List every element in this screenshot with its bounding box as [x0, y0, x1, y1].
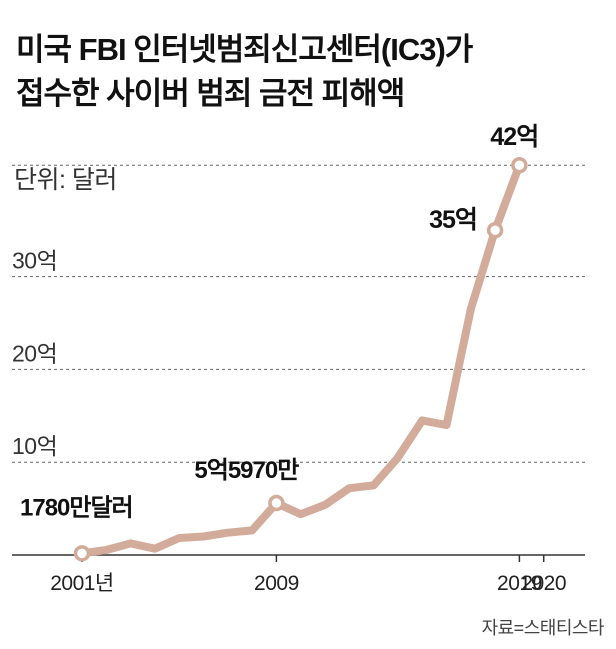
series-line — [78, 161, 524, 558]
data-point-marker — [511, 156, 528, 174]
x-tick-label: 2019 — [497, 572, 542, 595]
x-tick-label: 2020 — [521, 572, 566, 595]
chart-title-line1: 미국 FBI 인터넷범죄신고센터(IC3)가 — [16, 32, 474, 67]
data-markers — [73, 156, 528, 562]
chart-title-line2: 접수한 사이버 범죄 금전 피해액 — [16, 76, 404, 111]
data-point-marker — [73, 545, 91, 562]
x-tick-label: 2009 — [254, 572, 299, 595]
y-tick-label: 10억 — [12, 433, 57, 459]
y-tick-label: 30억 — [12, 248, 57, 274]
y-tick-labels: 10억 20억 30억 — [12, 248, 58, 460]
data-labels: 1780만달러 5억5970만 35억 42억 — [20, 123, 539, 521]
source-note: 자료=스태티스타 — [482, 618, 605, 638]
data-label: 1780만달러 — [20, 494, 133, 521]
data-label: 5억5970만 — [194, 457, 299, 484]
data-point-marker — [268, 494, 285, 512]
data-label: 35억 — [429, 206, 477, 234]
unit-label: 단위: 달러 — [14, 166, 117, 194]
data-label: 42억 — [490, 123, 538, 151]
x-tick-label: 2001년 — [50, 572, 114, 595]
data-point-marker — [486, 221, 504, 239]
y-tick-label: 20억 — [12, 340, 57, 366]
